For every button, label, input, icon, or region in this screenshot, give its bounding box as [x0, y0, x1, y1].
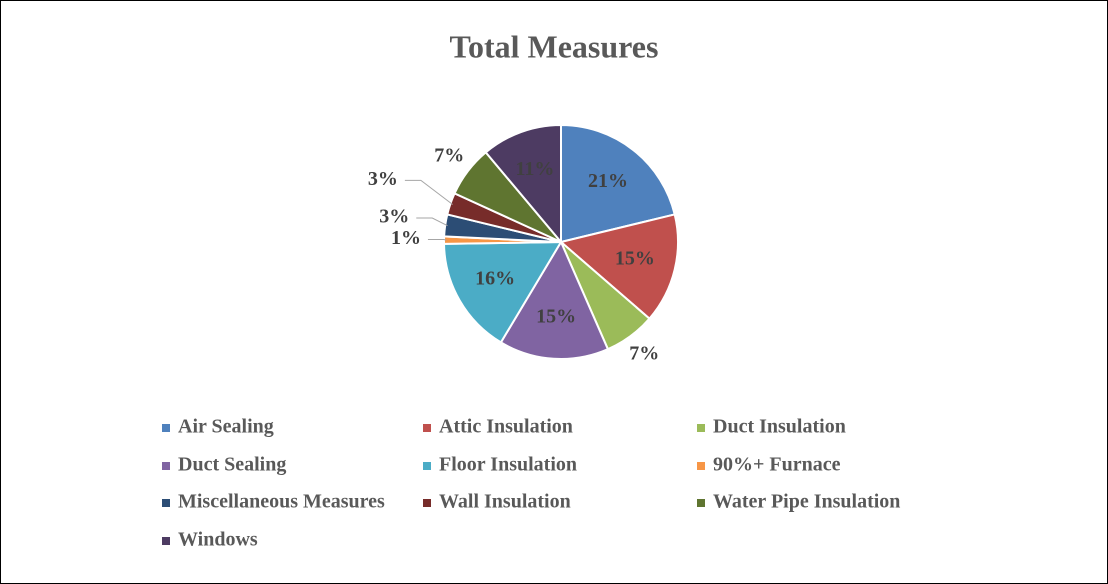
legend-label: Attic Insulation: [439, 416, 573, 438]
legend-label: Duct Sealing: [178, 454, 286, 476]
legend-marker: [697, 462, 705, 470]
legend-marker: [697, 424, 705, 432]
leader-line: [427, 239, 447, 241]
pie-slice: [484, 123, 562, 245]
legend-label: Windows: [178, 529, 258, 551]
pie-slice: [560, 123, 676, 244]
data-label: 15%: [615, 248, 655, 270]
data-label: 16%: [475, 268, 515, 290]
legend-label: Wall Insulation: [439, 491, 571, 513]
data-label: 7%: [434, 145, 464, 167]
legend-marker: [697, 499, 705, 507]
data-label: 7%: [629, 343, 659, 365]
legend-marker: [162, 499, 170, 507]
legend-marker: [162, 537, 170, 545]
pie-slice: [442, 240, 563, 344]
chart-title: Total Measures: [450, 28, 659, 64]
legend-label: Miscellaneous Measures: [178, 491, 385, 513]
data-label: 21%: [588, 170, 628, 192]
data-label: 3%: [379, 206, 409, 228]
data-label: 11%: [516, 158, 555, 180]
data-label: 1%: [391, 227, 421, 249]
legend-marker: [423, 424, 431, 432]
legend-marker: [423, 499, 431, 507]
legend-label: Air Sealing: [178, 416, 274, 438]
legend-marker: [162, 462, 170, 470]
legend-marker: [423, 462, 431, 470]
data-label: 15%: [536, 305, 576, 327]
legend-label: Floor Insulation: [439, 454, 577, 476]
legend-label: 90%+ Furnace: [713, 454, 841, 476]
legend-marker: [162, 424, 170, 432]
legend-label: Duct Insulation: [713, 416, 846, 438]
pie-slice: [499, 239, 610, 360]
legend-label: Water Pipe Insulation: [713, 491, 900, 513]
data-label: 3%: [368, 168, 398, 190]
pie-slice: [558, 213, 679, 321]
leader-line: [404, 179, 453, 205]
leader-line: [416, 217, 448, 227]
